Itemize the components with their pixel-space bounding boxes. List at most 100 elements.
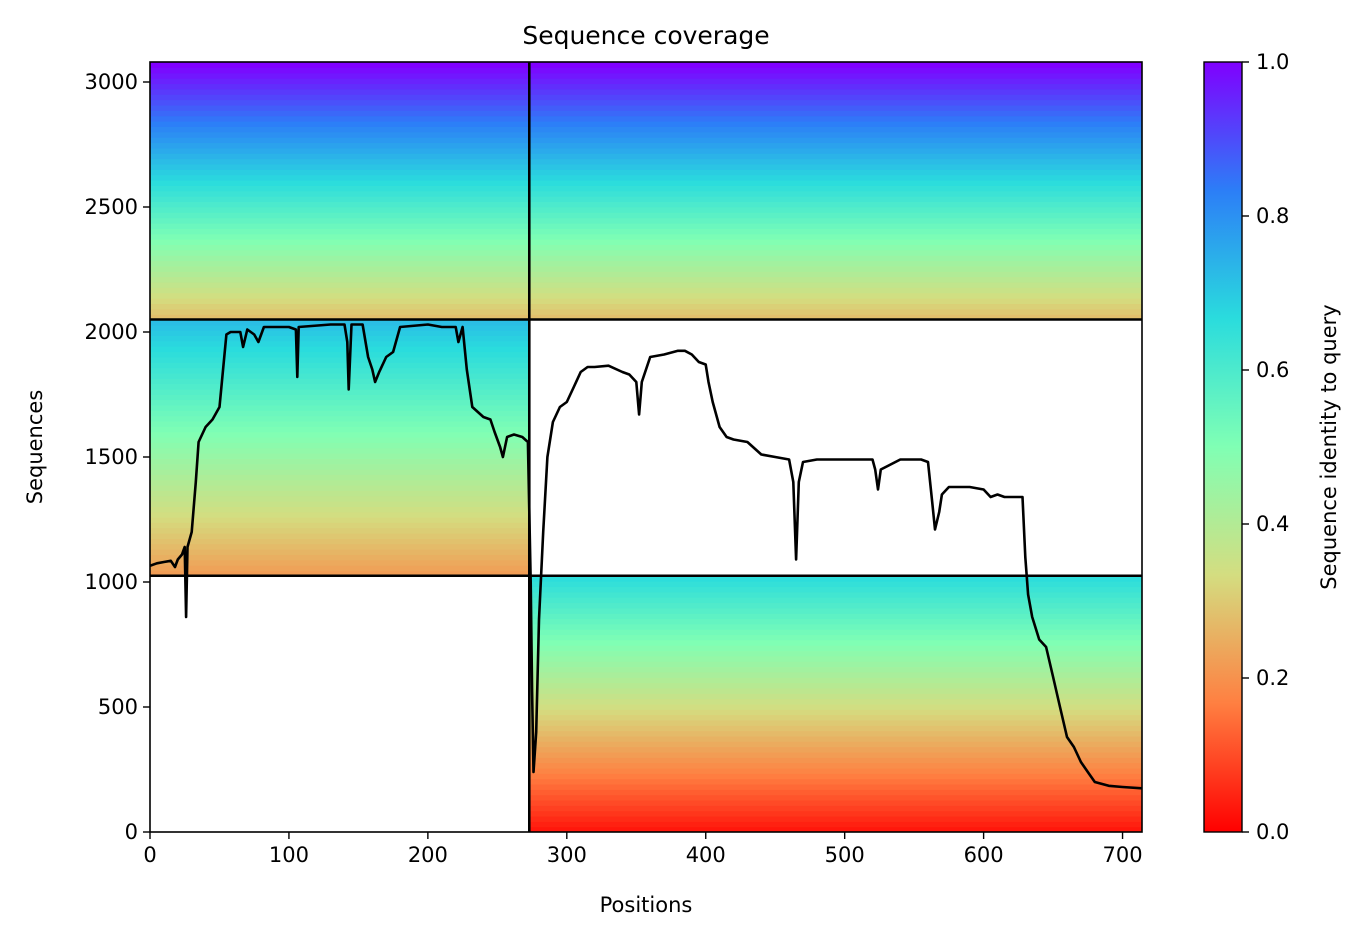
coverage-band — [529, 206, 1142, 213]
coverage-band — [529, 163, 1142, 170]
coverage-band — [150, 415, 530, 422]
coverage-band — [150, 169, 530, 176]
coverage-band — [529, 666, 1142, 673]
coverage-band — [529, 137, 1142, 144]
coverage-band — [150, 458, 530, 465]
coverage-band — [150, 206, 530, 213]
x-tick-label: 700 — [1103, 843, 1143, 867]
coverage-band — [150, 335, 530, 342]
coverage-band — [529, 169, 1142, 176]
coverage-band — [529, 196, 1142, 203]
coverage-band — [150, 292, 530, 299]
coverage-band — [150, 142, 530, 149]
coverage-band — [529, 244, 1142, 251]
coverage-band — [529, 158, 1142, 165]
coverage-band — [529, 276, 1142, 283]
coverage-band — [150, 88, 530, 95]
coverage-band — [529, 607, 1142, 614]
coverage-band — [529, 810, 1142, 817]
coverage-band — [150, 399, 530, 406]
coverage-band — [150, 447, 530, 454]
colorbar-tick-label: 1.0 — [1256, 50, 1289, 74]
coverage-band — [529, 260, 1142, 267]
y-tick-label: 2500 — [85, 195, 138, 219]
coverage-band — [150, 287, 530, 294]
coverage-band — [529, 767, 1142, 774]
coverage-band — [150, 565, 530, 572]
coverage-band — [150, 452, 530, 459]
coverage-band — [529, 142, 1142, 149]
x-tick-label: 0 — [143, 843, 156, 867]
coverage-band — [150, 506, 530, 513]
coverage-band — [150, 271, 530, 278]
plot-area — [150, 62, 1142, 832]
coverage-band — [150, 468, 530, 475]
coverage-band — [150, 394, 530, 401]
coverage-band — [150, 474, 530, 481]
coverage-band — [529, 783, 1142, 790]
coverage-band — [150, 281, 530, 288]
coverage-band — [529, 597, 1142, 604]
coverage-band — [150, 196, 530, 203]
coverage-band — [529, 94, 1142, 101]
x-tick-label: 100 — [269, 843, 309, 867]
x-tick-label: 300 — [547, 843, 587, 867]
coverage-band — [150, 298, 530, 305]
coverage-band — [150, 131, 530, 138]
coverage-band — [529, 645, 1142, 652]
coverage-band — [529, 639, 1142, 646]
coverage-band — [529, 581, 1142, 588]
coverage-band — [529, 239, 1142, 245]
coverage-band — [529, 83, 1142, 90]
colorbar-tick-label: 0.4 — [1256, 512, 1289, 536]
x-axis: 0 100 200 300 400 500 600 700 — [143, 832, 1143, 867]
coverage-band — [150, 72, 530, 79]
coverage-band — [150, 121, 530, 127]
coverage-band — [150, 330, 530, 337]
coverage-band — [150, 265, 530, 272]
coverage-band — [150, 517, 530, 523]
coverage-band — [150, 367, 530, 374]
coverage-band — [529, 682, 1142, 689]
coverage-band — [150, 426, 530, 433]
coverage-band — [529, 99, 1142, 106]
x-tick-label: 500 — [825, 843, 865, 867]
coverage-band — [150, 410, 530, 417]
coverage-band — [150, 104, 530, 111]
coverage-band — [529, 292, 1142, 299]
coverage-band — [529, 741, 1142, 748]
coverage-block — [150, 319, 530, 577]
coverage-band — [150, 212, 530, 219]
coverage-band — [150, 324, 530, 331]
y-axis: 0 500 1000 1500 2000 2500 3000 — [85, 70, 150, 844]
coverage-band — [529, 233, 1142, 240]
coverage-band — [150, 351, 530, 358]
coverage-band — [529, 629, 1142, 636]
coverage-band — [150, 244, 530, 251]
coverage-band — [529, 586, 1142, 593]
coverage-band — [529, 281, 1142, 288]
y-tick-label: 3000 — [85, 70, 138, 94]
coverage-band — [150, 533, 530, 539]
coverage-band — [150, 276, 530, 283]
y-tick-label: 1500 — [85, 445, 138, 469]
coverage-band — [529, 698, 1142, 705]
coverage-band — [529, 298, 1142, 305]
coverage-band — [150, 217, 530, 224]
chart-title: Sequence coverage — [522, 21, 769, 50]
colorbar-tick-label: 0.8 — [1256, 204, 1289, 228]
coverage-band — [529, 265, 1142, 272]
coverage-band — [529, 72, 1142, 79]
coverage-band — [150, 94, 530, 101]
coverage-block — [529, 575, 1142, 832]
coverage-band — [529, 762, 1142, 769]
y-tick-label: 2000 — [85, 320, 138, 344]
coverage-band — [529, 709, 1142, 716]
coverage-band — [150, 67, 530, 74]
coverage-band — [150, 303, 530, 310]
x-tick-label: 600 — [964, 843, 1004, 867]
coverage-band — [529, 308, 1142, 315]
coverage-band — [150, 340, 530, 347]
coverage-band — [529, 805, 1142, 812]
